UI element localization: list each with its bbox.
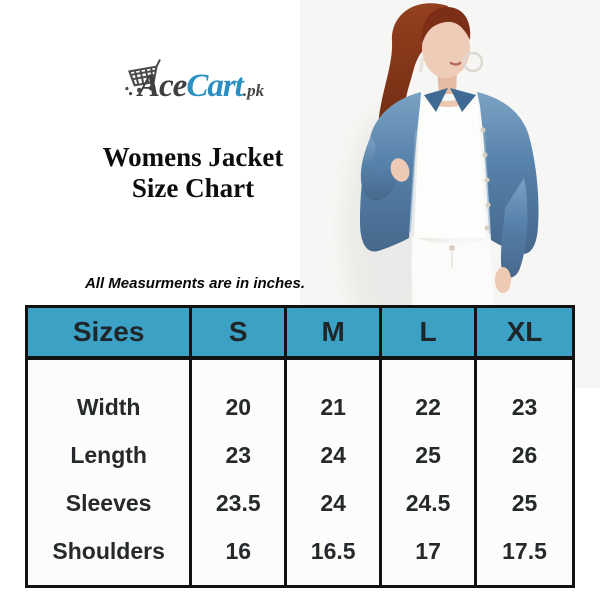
cell-shoulders-xl: 17.5 <box>502 537 547 564</box>
denim-jacket <box>360 88 539 278</box>
cell-width-l: 22 <box>415 393 441 420</box>
page-title-line1: Womens Jacket <box>102 142 284 172</box>
shopping-cart-icon <box>125 59 161 96</box>
cell-shoulders-m: 16.5 <box>310 537 356 564</box>
drop-earring <box>419 57 424 73</box>
model-hair-top <box>421 7 471 44</box>
size-table-body: Width Length Sleeves Shoulders 20 23 23.… <box>28 360 572 585</box>
page-title-line2: Size Chart <box>131 173 255 203</box>
header-cell-sizes: Sizes <box>28 308 193 360</box>
cell-shoulders-s: 16 <box>225 537 252 564</box>
cell-width-m: 21 <box>320 393 346 420</box>
row-label-sleeves: Sleeves <box>65 489 152 516</box>
header-cell-m: M <box>287 308 383 360</box>
brand-domain-suffix: .pk <box>242 81 265 100</box>
size-chart-table: Sizes S M L XL Width Length Sleeves Shou… <box>25 305 575 588</box>
column-size-xl: 23 26 25 17.5 <box>477 360 572 585</box>
cell-sleeves-m: 24 <box>320 489 346 516</box>
cell-sleeves-xl: 25 <box>511 489 538 516</box>
cell-width-s: 20 <box>225 393 252 420</box>
hoop-earring <box>462 51 484 73</box>
brand-prefix: Ace <box>138 68 187 104</box>
acecart-logo: AceCart.pk <box>122 58 302 110</box>
cell-length-xl: 26 <box>511 441 538 468</box>
cell-sleeves-s: 23.5 <box>215 489 261 516</box>
header-cell-xl: XL <box>477 308 572 360</box>
row-label-width: Width <box>76 393 141 420</box>
row-label-shoulders: Shoulders <box>52 537 165 564</box>
cell-sleeves-l: 24.5 <box>405 489 451 516</box>
column-size-s: 20 23 23.5 16 <box>192 360 288 585</box>
size-table-header-row: Sizes S M L XL <box>28 308 572 360</box>
page-title: Womens Jacket Size Chart <box>8 142 378 204</box>
model-right-hand <box>495 267 511 293</box>
jacket-collar-left <box>424 88 448 112</box>
row-label-length: Length <box>70 441 147 468</box>
brand-suffix: Cart <box>186 68 244 104</box>
cell-length-s: 23 <box>225 441 252 468</box>
cell-length-m: 24 <box>320 441 346 468</box>
jeans-button <box>449 245 455 251</box>
jacket-collar-right <box>450 88 476 112</box>
header-cell-s: S <box>192 308 288 360</box>
header-cell-l: L <box>382 308 478 360</box>
model-lips <box>449 61 462 66</box>
brand-wordmark: AceCart.pk <box>138 68 264 109</box>
column-measurement-labels: Width Length Sleeves Shoulders <box>28 360 193 585</box>
white-top <box>414 98 486 238</box>
column-size-m: 21 24 24 16.5 <box>287 360 383 585</box>
cell-length-l: 25 <box>415 441 441 468</box>
model-left-hand <box>390 158 410 182</box>
cell-width-xl: 23 <box>511 393 538 420</box>
measurement-note: All Measurments are in inches. <box>84 275 306 292</box>
cell-shoulders-l: 17 <box>415 537 441 564</box>
column-size-l: 22 25 24.5 17 <box>382 360 478 585</box>
